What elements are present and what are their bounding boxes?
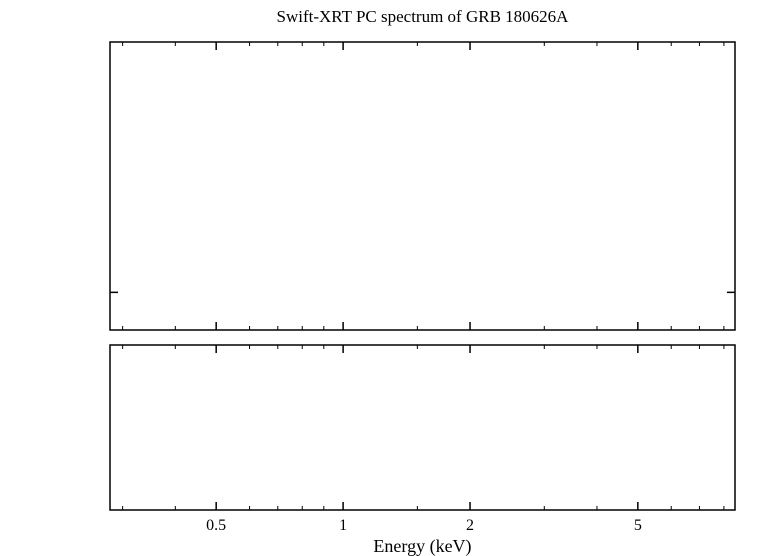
svg-text:1: 1 bbox=[339, 517, 347, 534]
svg-text:Energy (keV): Energy (keV) bbox=[373, 536, 471, 556]
svg-text:2: 2 bbox=[466, 517, 474, 534]
chart-svg: Swift-XRT PC spectrum of GRB 180626A 0.5 1… bbox=[0, 0, 758, 556]
chart-container: Swift-XRT PC spectrum of GRB 180626A 0.5 1… bbox=[0, 0, 758, 556]
svg-text:Swift-XRT PC spectrum of GRB 1: Swift-XRT PC spectrum of GRB 180626A bbox=[277, 7, 570, 26]
svg-text:5: 5 bbox=[634, 517, 642, 534]
svg-text:0.5: 0.5 bbox=[206, 517, 226, 534]
